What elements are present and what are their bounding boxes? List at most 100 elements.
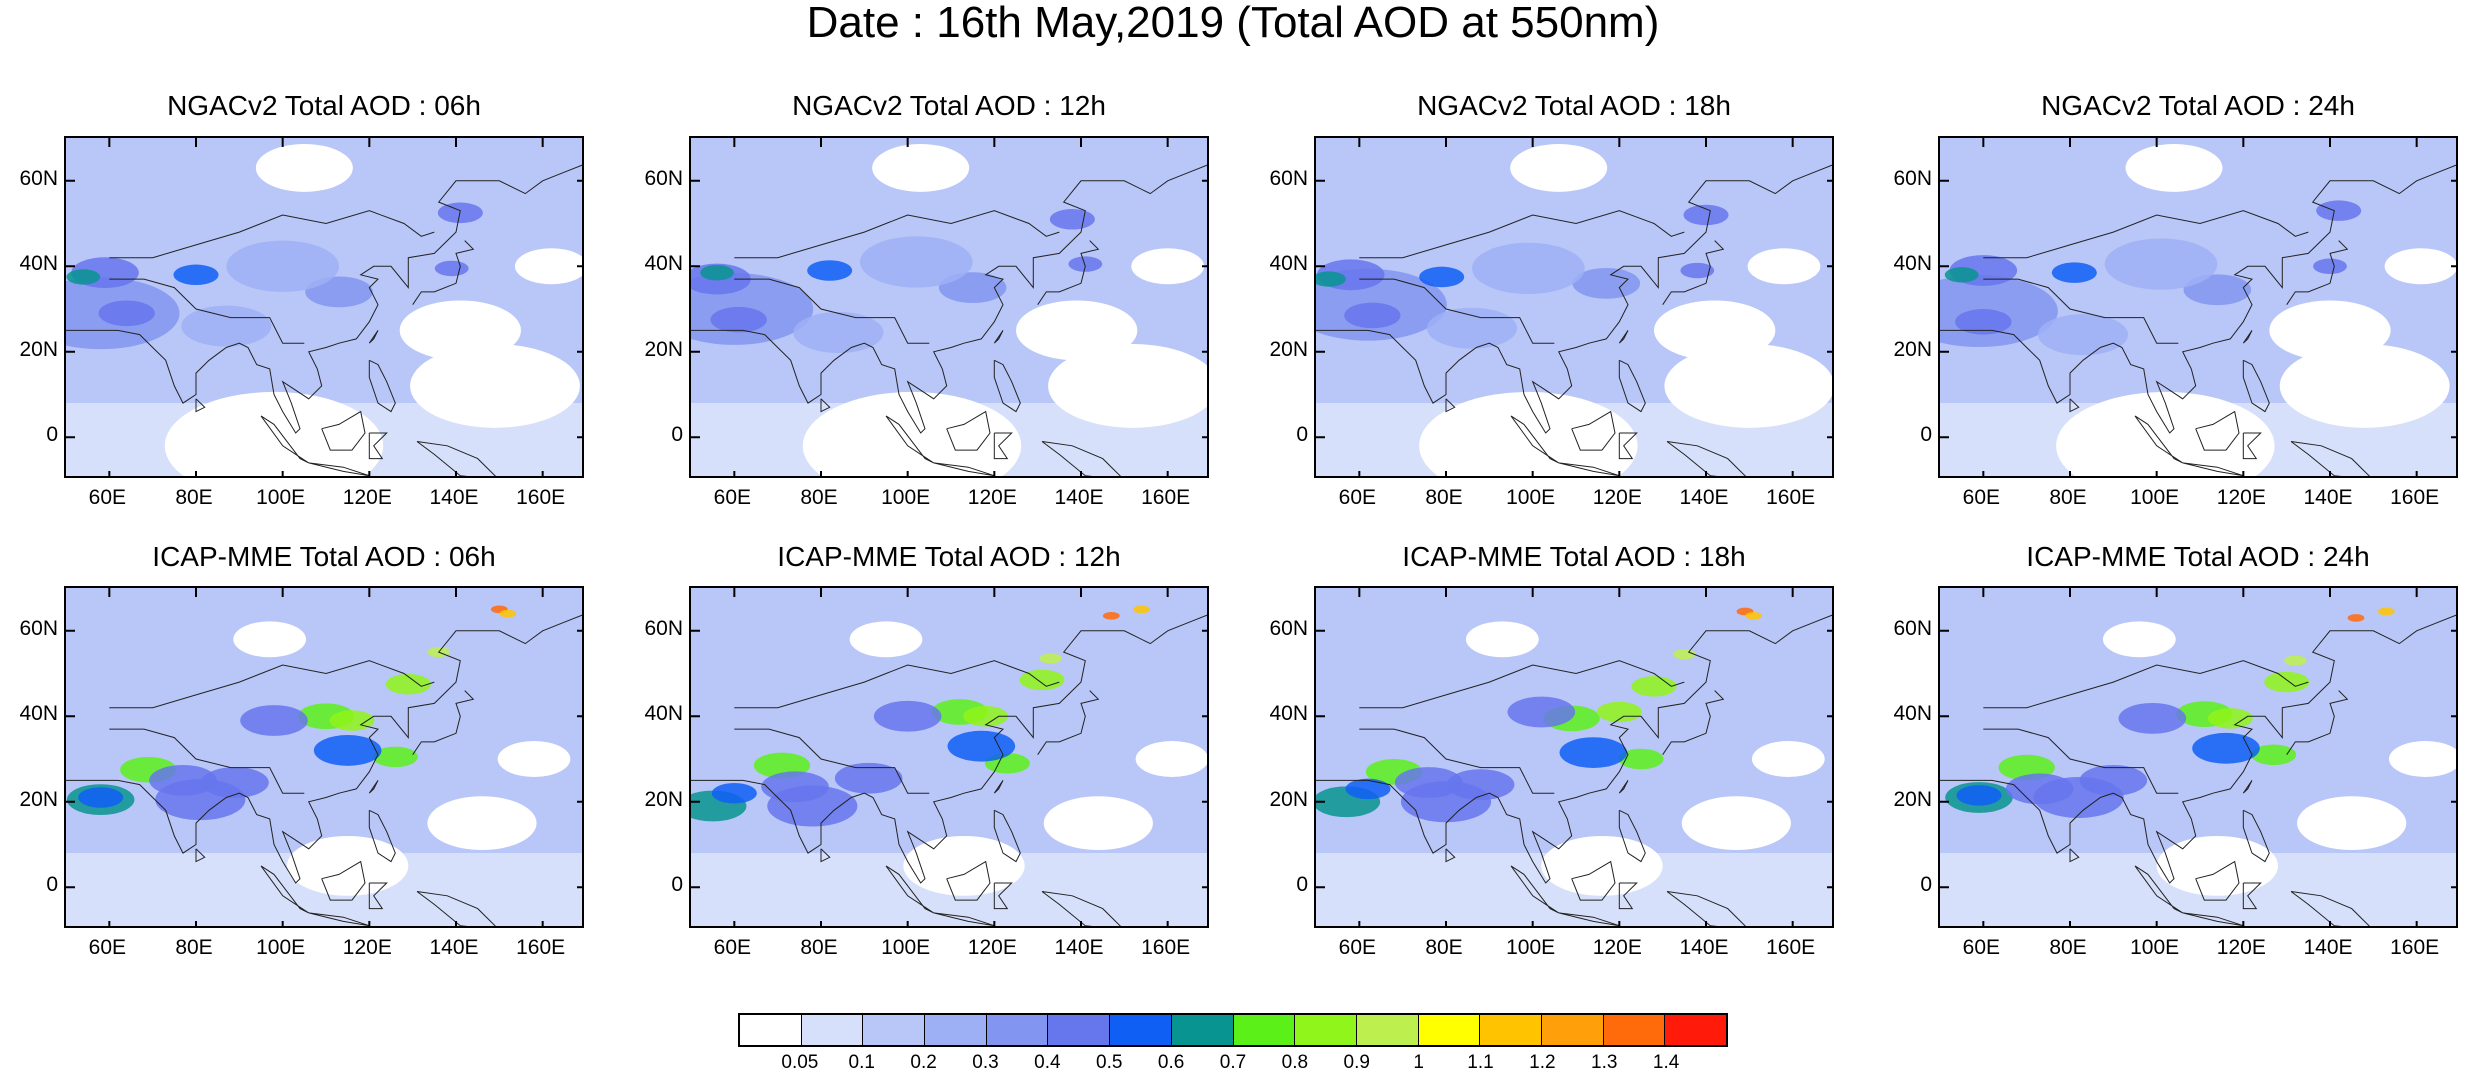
- colorbar-label: 0.4: [1034, 1052, 1061, 1073]
- colorbar-swatch: [801, 1015, 864, 1045]
- lon-tick-label: 160E: [516, 486, 566, 509]
- aod-clean-patch: [2125, 143, 2223, 192]
- aod-plume-patch: [181, 305, 272, 347]
- colorbar-label: 0.1: [848, 1052, 875, 1073]
- lat-tick-label: 20N: [1893, 337, 1932, 361]
- coastline: [1940, 164, 2456, 434]
- coastline: [260, 415, 309, 464]
- coastline: [412, 240, 475, 305]
- coastline: [321, 860, 366, 901]
- coastline: [1983, 660, 2309, 709]
- colorbar-label: 0.8: [1281, 1052, 1309, 1073]
- aod-clean-patch: [849, 621, 923, 658]
- aod-clean-patch: [1747, 248, 1821, 285]
- coastline: [691, 614, 1207, 884]
- lat-tick-label: 40N: [644, 702, 683, 726]
- aod-plume-patch: [963, 705, 1009, 727]
- lat-tick-label: 60N: [1269, 616, 1308, 640]
- aod-plume-patch: [1955, 309, 2012, 335]
- coastline: [1445, 398, 1456, 413]
- coastline: [1983, 728, 2179, 794]
- lon-tick-label: 100E: [2130, 486, 2180, 509]
- coastline: [1571, 410, 1616, 451]
- coastline: [1666, 891, 1746, 926]
- colorbar-label: 0.05: [781, 1052, 819, 1073]
- coastline: [993, 432, 1013, 460]
- aod-plume-patch: [1507, 696, 1576, 728]
- colorbar: [738, 1013, 1728, 1047]
- lat-tick-label: 60N: [1269, 166, 1308, 190]
- coastline: [109, 660, 435, 709]
- colorbar-swatch: [925, 1015, 987, 1045]
- aod-plume-patch: [1316, 271, 1346, 287]
- aod-plume-patch: [385, 673, 431, 695]
- aod-plume-patch: [1956, 785, 2002, 806]
- aod-plume-patch: [1426, 307, 1518, 349]
- coastline: [1316, 164, 1832, 434]
- coastline: [2286, 240, 2349, 305]
- coastline: [1041, 441, 1121, 476]
- coastline: [946, 410, 991, 451]
- coastline: [1662, 690, 1725, 755]
- coastline: [416, 441, 496, 476]
- coastline: [1618, 809, 1646, 863]
- coastline: [66, 164, 582, 434]
- aod-plume-patch: [1572, 267, 1641, 299]
- coastline: [195, 848, 206, 863]
- panel-title: NGACv2 Total AOD : 12h: [792, 90, 1106, 121]
- coastline: [368, 780, 379, 794]
- aod-plume-patch: [2079, 764, 2148, 796]
- lon-tick-label: 100E: [881, 486, 931, 509]
- coastline: [1510, 415, 1559, 464]
- lat-tick-label: 60N: [644, 616, 683, 640]
- colorbar-label: 0.5: [1096, 1052, 1123, 1073]
- lat-tick-label: 40N: [1269, 702, 1308, 726]
- lon-tick-label: 120E: [342, 936, 392, 959]
- lon-tick-label: 60E: [713, 936, 752, 959]
- lon-tick-label: 120E: [967, 936, 1017, 959]
- aod-plume-patch: [1559, 737, 1628, 768]
- lon-tick-label: 80E: [175, 936, 213, 959]
- lat-tick-label: 40N: [1893, 252, 1932, 276]
- aod-plume-patch: [1102, 611, 1120, 620]
- lat-tick-label: 0: [1296, 423, 1308, 447]
- aod-clean-patch: [2056, 391, 2275, 476]
- aod-plume-patch: [1133, 605, 1151, 614]
- lon-tick-label: 60E: [1962, 486, 2001, 509]
- aod-clean-patch: [287, 835, 409, 896]
- aod-plume-patch: [1446, 769, 1515, 801]
- colorbar-swatch: [1356, 1015, 1419, 1045]
- coastline: [1359, 278, 1555, 344]
- aod-clean-patch: [514, 248, 582, 285]
- aod-map-svg: [1940, 138, 2456, 476]
- coastline: [691, 164, 1207, 434]
- aod-clean-patch: [872, 143, 970, 192]
- aod-plume-patch: [711, 782, 757, 804]
- coastline: [1666, 441, 1746, 476]
- colorbar-label: 1.2: [1529, 1052, 1556, 1073]
- panel-title: ICAP-MME Total AOD : 12h: [777, 541, 1121, 572]
- lon-tick-label: 140E: [1679, 936, 1729, 959]
- aod-plume-patch: [1683, 204, 1729, 226]
- aod-plume-patch: [2347, 614, 2365, 622]
- aod-plume-patch: [947, 730, 1016, 762]
- lon-tick-label: 80E: [800, 936, 838, 959]
- colorbar-label: 0.3: [972, 1052, 999, 1073]
- aod-plume-patch: [1068, 256, 1103, 272]
- aod-map-svg: [66, 588, 582, 926]
- lat-tick-label: 40N: [644, 252, 683, 276]
- coastline: [368, 882, 388, 910]
- lat-tick-label: 40N: [1893, 702, 1932, 726]
- aod-plume-patch: [860, 236, 973, 288]
- aod-plume-patch: [1049, 208, 1095, 230]
- lon-tick-label: 140E: [1054, 486, 1104, 509]
- colorbar-swatch: [1541, 1015, 1604, 1045]
- aod-clean-patch: [903, 835, 1025, 896]
- aod-clean-patch: [233, 621, 307, 658]
- lon-tick-label: 100E: [256, 486, 306, 509]
- lat-tick-label: 0: [46, 873, 58, 897]
- coastline: [368, 809, 396, 863]
- coastline: [2290, 441, 2370, 476]
- aod-map-svg: [66, 138, 582, 476]
- aod-plume-patch: [1345, 778, 1391, 800]
